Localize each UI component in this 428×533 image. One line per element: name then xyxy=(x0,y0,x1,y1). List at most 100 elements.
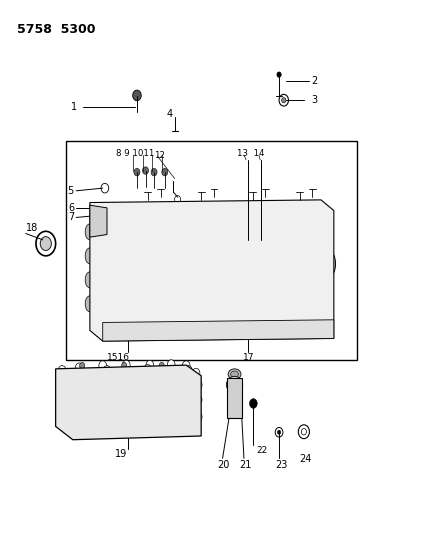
Circle shape xyxy=(194,380,202,390)
Circle shape xyxy=(275,427,283,437)
Ellipse shape xyxy=(226,376,243,393)
Ellipse shape xyxy=(289,265,319,293)
Circle shape xyxy=(64,411,71,421)
Text: 20: 20 xyxy=(217,460,230,470)
Circle shape xyxy=(167,360,175,369)
Circle shape xyxy=(194,412,202,422)
Ellipse shape xyxy=(137,265,167,293)
Circle shape xyxy=(124,322,129,328)
Circle shape xyxy=(184,416,192,426)
Circle shape xyxy=(244,322,249,328)
Ellipse shape xyxy=(92,212,105,233)
Circle shape xyxy=(194,395,202,405)
Ellipse shape xyxy=(283,260,324,297)
Ellipse shape xyxy=(152,378,177,414)
Circle shape xyxy=(143,167,149,174)
Circle shape xyxy=(103,418,111,428)
Circle shape xyxy=(301,429,306,435)
Ellipse shape xyxy=(80,378,104,414)
Circle shape xyxy=(99,361,107,370)
Polygon shape xyxy=(227,378,242,418)
Circle shape xyxy=(178,424,186,433)
Ellipse shape xyxy=(76,373,108,419)
Ellipse shape xyxy=(85,272,95,288)
Circle shape xyxy=(161,424,169,434)
Circle shape xyxy=(101,183,109,193)
Circle shape xyxy=(298,425,309,439)
Ellipse shape xyxy=(131,260,172,297)
Ellipse shape xyxy=(256,239,266,254)
Circle shape xyxy=(107,424,115,434)
Polygon shape xyxy=(90,205,107,237)
Circle shape xyxy=(112,318,128,337)
Text: 8 9 1011: 8 9 1011 xyxy=(116,149,155,158)
Ellipse shape xyxy=(85,224,95,240)
Text: 12: 12 xyxy=(154,151,165,160)
Circle shape xyxy=(134,168,140,176)
Text: 19: 19 xyxy=(115,449,127,459)
Polygon shape xyxy=(90,200,334,341)
Circle shape xyxy=(133,324,141,334)
Circle shape xyxy=(142,310,149,319)
Ellipse shape xyxy=(242,265,272,293)
Circle shape xyxy=(65,391,72,400)
Circle shape xyxy=(282,98,286,103)
Ellipse shape xyxy=(231,371,238,377)
Circle shape xyxy=(59,400,67,410)
Circle shape xyxy=(80,362,85,369)
Circle shape xyxy=(129,319,145,338)
Text: 2: 2 xyxy=(312,76,318,86)
Circle shape xyxy=(159,362,164,369)
Polygon shape xyxy=(103,320,334,341)
Circle shape xyxy=(122,362,127,369)
Circle shape xyxy=(319,310,327,319)
Circle shape xyxy=(251,310,259,319)
Circle shape xyxy=(119,425,125,431)
Circle shape xyxy=(71,422,79,431)
Text: 1516: 1516 xyxy=(107,353,130,361)
Circle shape xyxy=(75,363,83,373)
Bar xyxy=(66,141,357,360)
Circle shape xyxy=(36,231,56,256)
Circle shape xyxy=(295,322,300,328)
Circle shape xyxy=(277,72,281,77)
Text: 24: 24 xyxy=(300,455,312,464)
Circle shape xyxy=(287,310,295,319)
Text: 5: 5 xyxy=(68,186,74,196)
Circle shape xyxy=(40,237,51,251)
Circle shape xyxy=(182,361,190,370)
Circle shape xyxy=(193,422,201,431)
Circle shape xyxy=(279,94,288,106)
Circle shape xyxy=(162,168,168,176)
Circle shape xyxy=(116,323,124,333)
Circle shape xyxy=(214,310,222,319)
Circle shape xyxy=(192,368,200,378)
Text: 21: 21 xyxy=(239,460,251,470)
Circle shape xyxy=(158,424,163,431)
Circle shape xyxy=(184,366,192,375)
Circle shape xyxy=(144,365,152,374)
Circle shape xyxy=(125,424,132,434)
Ellipse shape xyxy=(185,260,226,297)
Circle shape xyxy=(176,310,184,319)
Ellipse shape xyxy=(112,373,145,419)
Text: 4: 4 xyxy=(166,109,172,118)
Circle shape xyxy=(103,366,111,375)
Text: 6: 6 xyxy=(68,204,74,213)
Text: 17: 17 xyxy=(243,353,254,361)
Text: 22: 22 xyxy=(257,446,268,455)
Text: 1: 1 xyxy=(71,102,77,111)
Circle shape xyxy=(58,366,66,375)
Ellipse shape xyxy=(236,260,277,297)
Circle shape xyxy=(192,322,197,328)
Text: 7: 7 xyxy=(68,213,75,222)
Ellipse shape xyxy=(85,296,95,312)
Text: 13  14: 13 14 xyxy=(237,149,264,158)
Circle shape xyxy=(80,423,85,430)
Polygon shape xyxy=(56,365,201,440)
Circle shape xyxy=(88,423,96,433)
Text: 5758  5300: 5758 5300 xyxy=(17,23,95,36)
Circle shape xyxy=(146,360,154,370)
Circle shape xyxy=(144,419,152,429)
Ellipse shape xyxy=(244,239,253,254)
